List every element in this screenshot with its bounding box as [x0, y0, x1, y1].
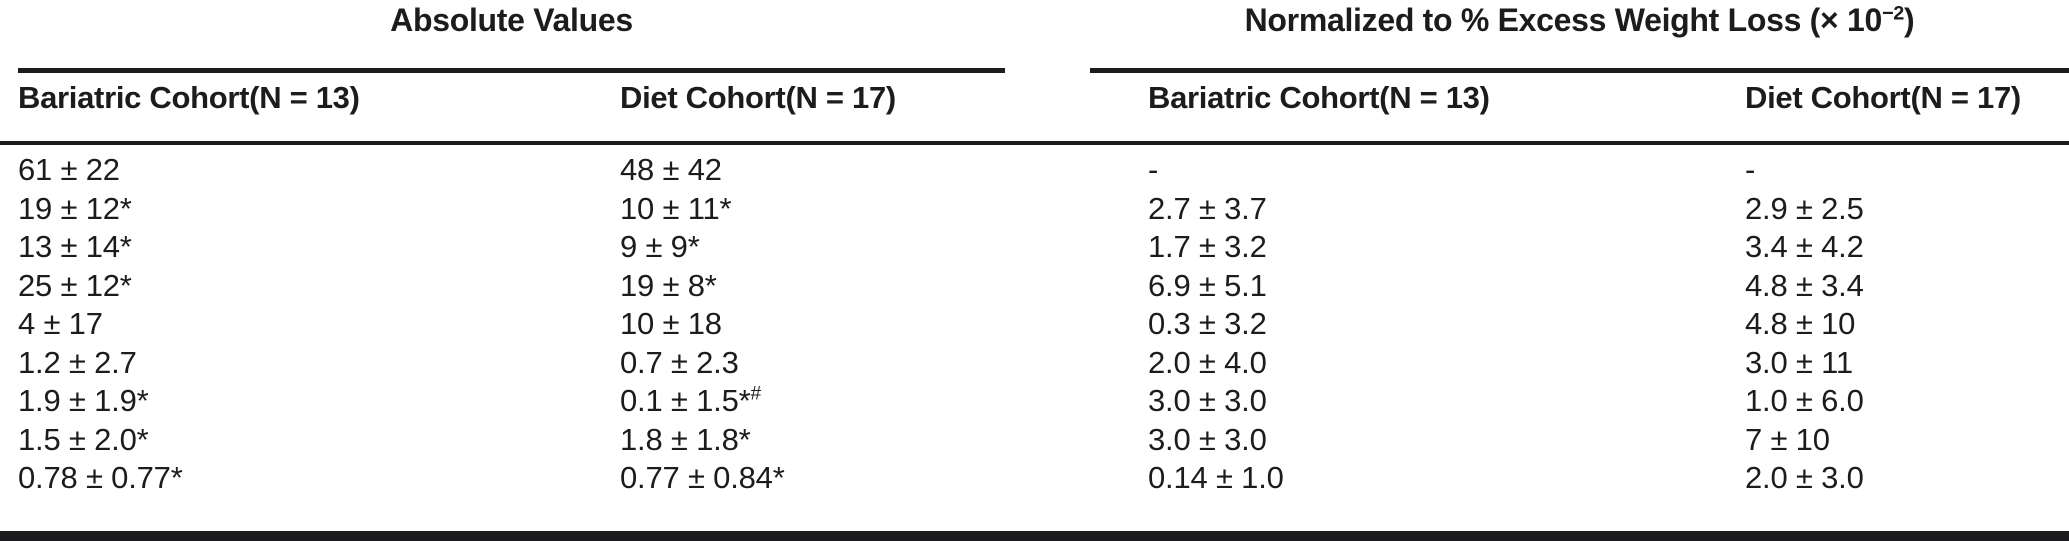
table-cell: 2.0 ± 3.0	[1745, 460, 1864, 495]
table-cell: 19 ± 12*	[18, 190, 132, 226]
table-cell: 19 ± 8*	[620, 267, 717, 303]
section-title-normalized-suffix: )	[1904, 2, 1915, 38]
table-cell: 1.5 ± 2.0*	[18, 421, 149, 457]
exponent-superscript: −2	[1882, 2, 1905, 25]
section-title-normalized-prefix: Normalized to % Excess Weight Loss (× 10	[1244, 2, 1883, 38]
table-cell: 0.77 ± 0.84*	[620, 460, 785, 495]
table-cell: 0.7 ± 2.3	[620, 344, 739, 380]
header-rule	[0, 141, 2069, 145]
table-row: 1.2 ± 2.7 0.7 ± 2.3 2.0 ± 4.0 3.0 ± 11	[0, 344, 2069, 383]
table-cell: 3.4 ± 4.2	[1745, 229, 1864, 264]
table-cell: 9 ± 9*	[620, 229, 700, 264]
table-cell: 3.0 ± 3.0	[1148, 421, 1267, 457]
column-header-row: Bariatric Cohort(N = 13) Diet Cohort(N =…	[0, 80, 2069, 116]
table-row: 0.78 ± 0.77* 0.77 ± 0.84* 0.14 ± 1.0 2.0…	[0, 459, 2069, 498]
table-row: 4 ± 17 10 ± 18 0.3 ± 3.2 4.8 ± 10	[0, 305, 2069, 344]
table-cell: 1.9 ± 1.9*	[18, 383, 149, 418]
table-body: 61 ± 22 48 ± 42 - - 19 ± 12* 10 ± 11* 2.…	[0, 151, 2069, 498]
table-cell: 0.78 ± 0.77*	[18, 460, 183, 495]
table-row: 61 ± 22 48 ± 42 - -	[0, 151, 2069, 190]
table-cell: 2.7 ± 3.7	[1148, 190, 1267, 226]
spanner-rule-right	[1090, 68, 2069, 73]
table-row: 1.9 ± 1.9* 0.1 ± 1.5*# 3.0 ± 3.0 1.0 ± 6…	[0, 382, 2069, 421]
hash-footnote-marker: #	[750, 383, 762, 405]
table-cell: -	[1745, 152, 1756, 187]
table-cell: 1.2 ± 2.7	[18, 344, 137, 380]
table-cell: 25 ± 12*	[18, 267, 132, 303]
table-cell: 10 ± 11*	[620, 190, 732, 226]
table-cell: 3.0 ± 3.0	[1148, 383, 1267, 418]
table-cell: 0.1 ± 1.5*#	[620, 382, 1148, 421]
table-cell: 4.8 ± 3.4	[1745, 267, 1864, 303]
table-cell: 13 ± 14*	[18, 229, 132, 264]
table-cell: 3.0 ± 11	[1745, 344, 1853, 380]
table-cell: 61 ± 22	[18, 152, 120, 187]
table-cell: 4.8 ± 10	[1745, 306, 1856, 341]
table-cell: -	[1148, 152, 1159, 187]
table-cell: 1.0 ± 6.0	[1745, 383, 1864, 418]
table-cell: 0.14 ± 1.0	[1148, 460, 1284, 495]
column-header-diet-normalized: Diet Cohort(N = 17)	[1745, 80, 2021, 115]
table-cell: 0.3 ± 3.2	[1148, 306, 1267, 341]
column-header-diet-absolute: Diet Cohort(N = 17)	[620, 80, 896, 115]
section-title-normalized: Normalized to % Excess Weight Loss (× 10…	[1090, 2, 2069, 39]
table-row: 19 ± 12* 10 ± 11* 2.7 ± 3.7 2.9 ± 2.5	[0, 190, 2069, 229]
table-cell: 6.9 ± 5.1	[1148, 267, 1267, 303]
table-cell: 1.8 ± 1.8*	[620, 421, 751, 457]
table-cell: 4 ± 17	[18, 306, 103, 341]
table-cell: 2.9 ± 2.5	[1745, 190, 1864, 226]
table-cell-value: 0.1 ± 1.5*	[620, 383, 751, 418]
table-row: 25 ± 12* 19 ± 8* 6.9 ± 5.1 4.8 ± 3.4	[0, 267, 2069, 306]
table-cell: 2.0 ± 4.0	[1148, 344, 1267, 380]
column-header-bariatric-absolute: Bariatric Cohort(N = 13)	[18, 80, 360, 115]
section-title-absolute-values: Absolute Values	[390, 2, 633, 38]
table-cell: 1.7 ± 3.2	[1148, 229, 1267, 264]
table-row: 13 ± 14* 9 ± 9* 1.7 ± 3.2 3.4 ± 4.2	[0, 228, 2069, 267]
table-cell: 7 ± 10	[1745, 421, 1830, 457]
spanner-rule-left	[18, 68, 1005, 73]
table-row: 1.5 ± 2.0* 1.8 ± 1.8* 3.0 ± 3.0 7 ± 10	[0, 421, 2069, 460]
column-header-bariatric-normalized: Bariatric Cohort(N = 13)	[1148, 80, 1490, 115]
table-cell: 10 ± 18	[620, 306, 722, 341]
table-cell: 48 ± 42	[620, 152, 722, 187]
bottom-rule	[0, 531, 2069, 541]
